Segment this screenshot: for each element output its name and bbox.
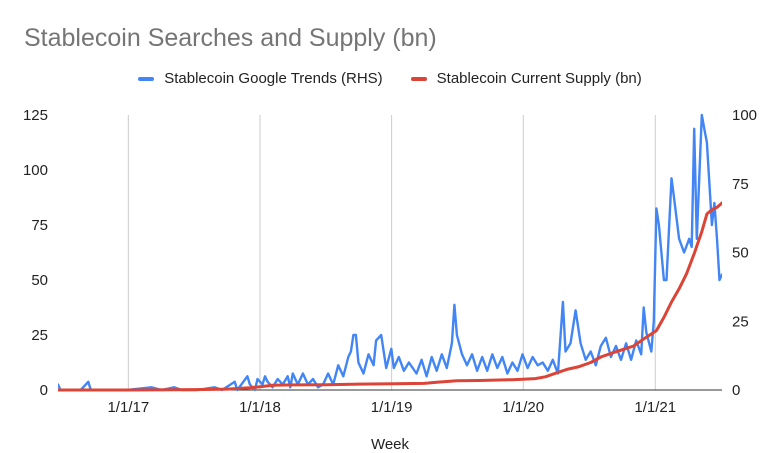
y-right-tick-label: 75 [732, 176, 749, 193]
x-tick-label: 1/1/21 [634, 399, 676, 416]
chart-title: Stablecoin Searches and Supply (bn) [24, 24, 437, 52]
x-tick-label: 1/1/17 [107, 399, 149, 416]
y-left-tick-label: 0 [40, 382, 48, 399]
y-left-tick-label: 125 [23, 107, 48, 124]
legend-item-supply[interactable]: Stablecoin Current Supply (bn) [410, 70, 642, 87]
legend-label-trends: Stablecoin Google Trends (RHS) [164, 70, 383, 87]
y-right-tick-label: 50 [732, 245, 749, 262]
y-left-tick-label: 75 [31, 217, 48, 234]
legend-item-trends[interactable]: Stablecoin Google Trends (RHS) [138, 70, 383, 87]
series-line-trends [58, 113, 722, 392]
y-left-tick-label: 25 [31, 327, 48, 344]
x-tick-label: 1/1/19 [371, 399, 413, 416]
x-tick-label: 1/1/20 [502, 399, 544, 416]
series-line-supply [58, 201, 722, 392]
legend-label-supply: Stablecoin Current Supply (bn) [436, 70, 642, 87]
legend: Stablecoin Google Trends (RHS) Stablecoi… [0, 70, 780, 87]
x-tick-label: 1/1/18 [239, 399, 281, 416]
legend-swatch-trends [138, 76, 155, 81]
legend-swatch-supply [410, 76, 427, 81]
x-axis-title: Week [370, 436, 410, 453]
y-right-tick-label: 0 [732, 382, 740, 399]
y-right-tick-label: 100 [732, 107, 757, 124]
y-right-tick-label: 25 [732, 313, 749, 330]
y-left-tick-label: 100 [23, 162, 48, 179]
y-left-tick-label: 50 [31, 272, 48, 289]
